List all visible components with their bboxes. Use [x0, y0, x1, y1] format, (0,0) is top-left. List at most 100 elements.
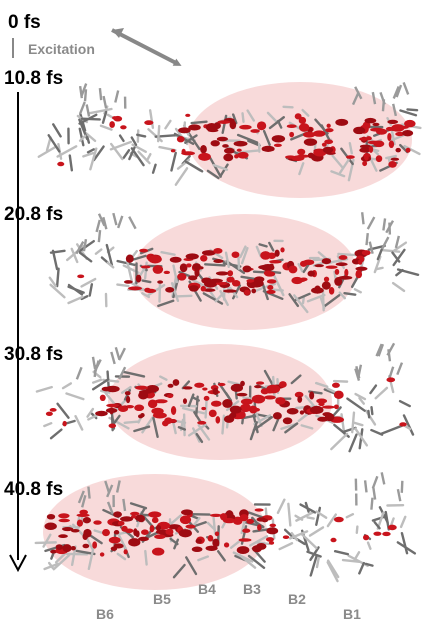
density	[389, 128, 399, 132]
bond	[34, 541, 57, 545]
side-chain	[375, 343, 383, 357]
density	[200, 144, 207, 154]
bond	[406, 108, 419, 112]
bond	[374, 386, 389, 400]
bond	[367, 409, 371, 419]
density	[331, 382, 340, 388]
bond	[252, 416, 273, 432]
density	[222, 399, 233, 408]
density	[200, 254, 208, 262]
density	[202, 387, 208, 391]
bond	[91, 378, 110, 391]
density	[205, 545, 218, 551]
side-chain	[396, 488, 402, 502]
bond	[49, 428, 63, 440]
bond	[246, 109, 256, 122]
bond	[348, 433, 358, 453]
density	[264, 395, 276, 400]
bond	[398, 399, 411, 408]
density	[58, 534, 68, 539]
bond	[298, 162, 305, 176]
density	[105, 407, 118, 413]
bond	[186, 130, 201, 151]
bond	[56, 145, 78, 158]
bond	[294, 514, 304, 521]
density	[395, 131, 405, 137]
density	[318, 401, 325, 407]
density	[338, 275, 353, 280]
bond	[86, 148, 96, 154]
density	[79, 509, 88, 515]
bond	[355, 525, 359, 535]
side-chain	[402, 82, 410, 95]
density	[108, 423, 117, 429]
side-chain	[394, 235, 401, 249]
bond	[232, 551, 254, 563]
side-chain	[95, 219, 101, 233]
density	[312, 130, 326, 137]
bond	[181, 407, 205, 415]
bond	[263, 369, 274, 386]
bond	[345, 513, 355, 519]
density	[239, 514, 249, 522]
density	[288, 265, 298, 274]
density	[388, 140, 395, 149]
bond	[120, 385, 132, 394]
bond	[229, 538, 243, 549]
density	[195, 538, 202, 544]
bond	[301, 108, 310, 117]
bond	[236, 133, 259, 144]
density	[178, 529, 192, 538]
density	[271, 135, 286, 143]
bond	[293, 294, 309, 314]
density	[134, 514, 145, 522]
density	[222, 144, 229, 148]
bond	[354, 392, 367, 401]
bond	[282, 105, 294, 109]
bond	[399, 515, 407, 529]
side-chain	[114, 346, 121, 360]
density	[278, 381, 287, 388]
density	[205, 122, 218, 132]
density	[362, 160, 368, 167]
density	[113, 511, 122, 518]
bond	[214, 290, 227, 303]
bond	[43, 421, 53, 428]
density	[242, 265, 252, 273]
excitation-arrow-tail	[112, 28, 124, 38]
density	[138, 536, 149, 542]
density	[105, 385, 120, 393]
density	[325, 128, 334, 133]
time-label: 20.8 fs	[4, 204, 63, 225]
bond	[315, 556, 320, 569]
bond	[56, 402, 70, 419]
density	[62, 420, 67, 427]
bond	[315, 506, 322, 526]
side-chain	[114, 90, 120, 103]
density	[260, 251, 271, 260]
excitation-region	[43, 474, 267, 590]
bond	[403, 144, 421, 156]
side-chain	[87, 486, 91, 499]
time-label: 30.8 fs	[4, 344, 63, 365]
bond	[224, 392, 233, 402]
bond	[164, 119, 172, 130]
density	[151, 517, 159, 524]
density	[231, 279, 241, 287]
density	[124, 391, 131, 396]
bond	[309, 554, 318, 577]
density	[55, 544, 63, 550]
bond	[112, 414, 121, 426]
density	[303, 259, 315, 266]
bond	[288, 530, 309, 540]
density	[135, 385, 149, 390]
bond	[204, 397, 208, 419]
density	[201, 406, 207, 411]
bond	[272, 416, 281, 432]
density	[223, 147, 235, 154]
bond	[364, 562, 374, 567]
bond	[184, 160, 204, 173]
density	[244, 289, 251, 296]
density	[213, 248, 223, 254]
